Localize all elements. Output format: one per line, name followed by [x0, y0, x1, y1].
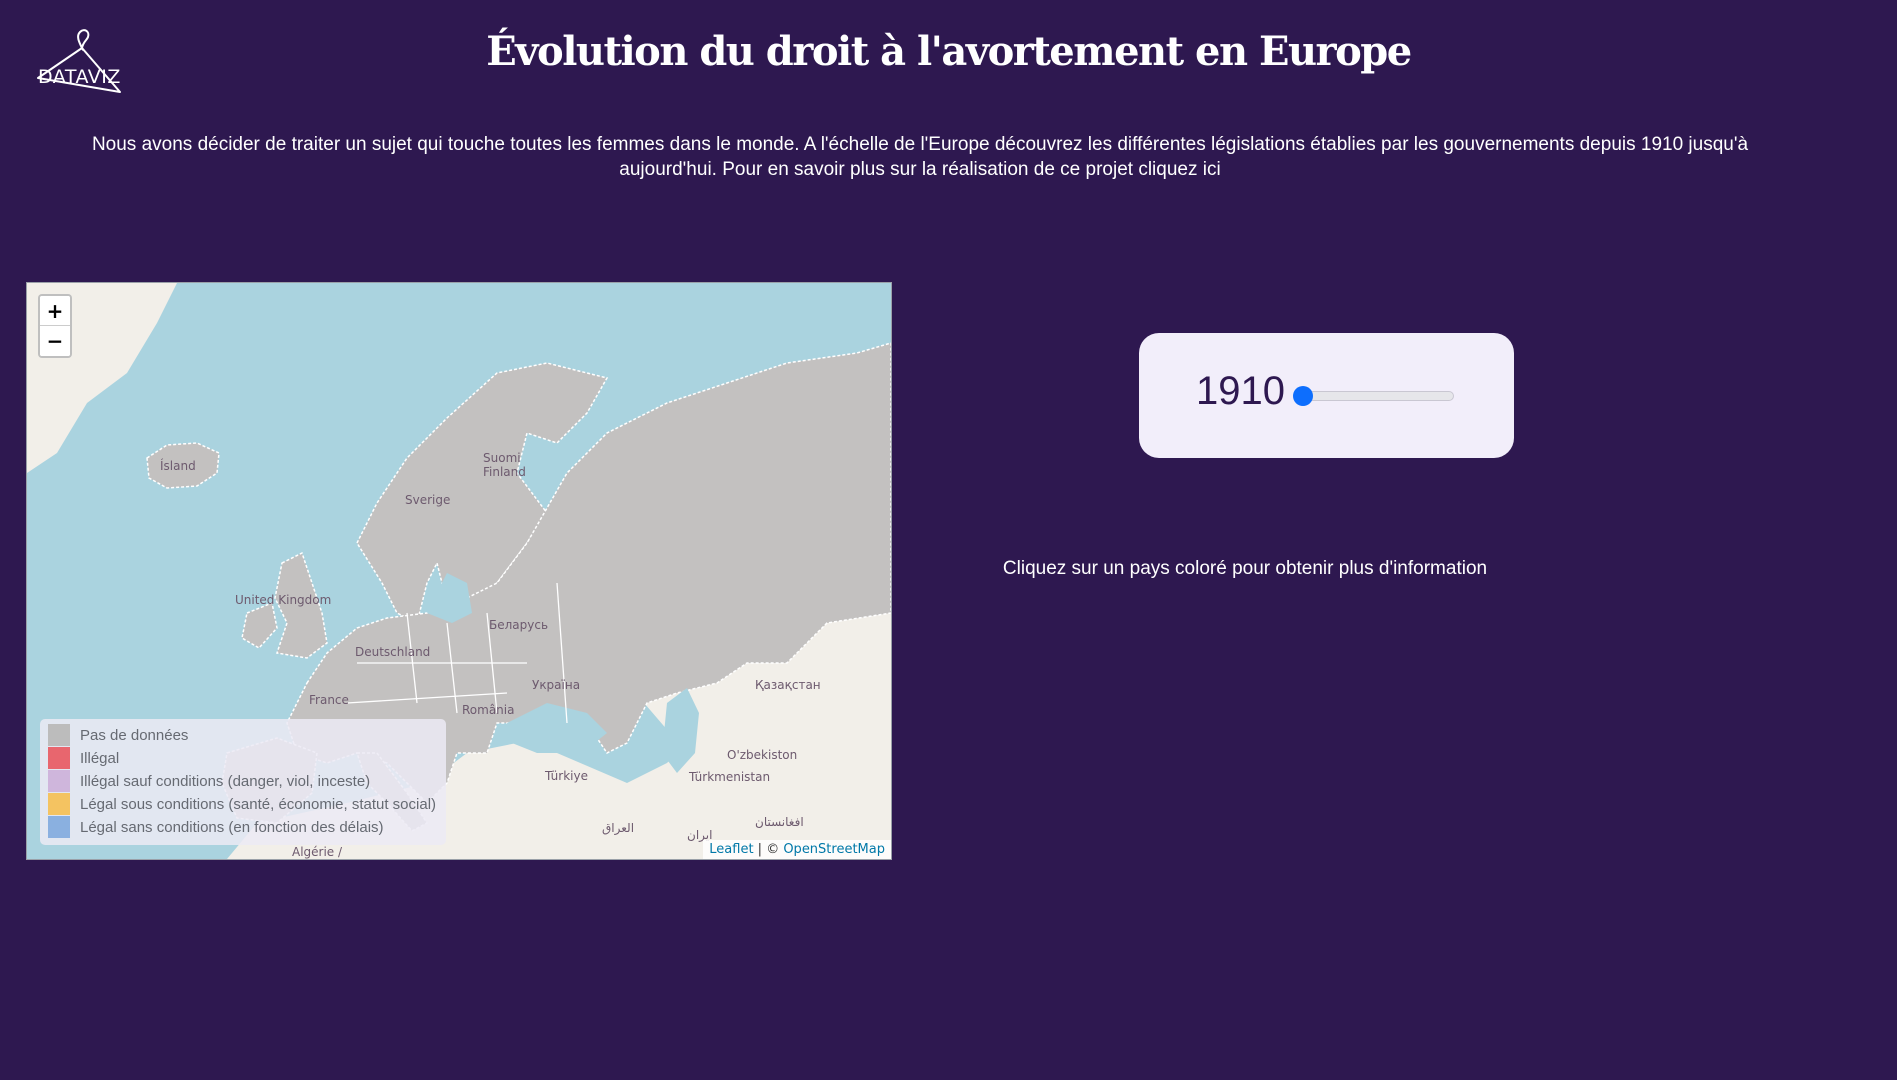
year-slider-track[interactable] — [1302, 391, 1454, 401]
map-label-sverige: Sverige — [405, 493, 451, 507]
map-label-finland: Finland — [483, 465, 526, 479]
map-label-deutschland: Deutschland — [355, 645, 431, 659]
legend-item: Pas de données — [48, 724, 188, 746]
year-slider-thumb[interactable] — [1293, 386, 1313, 406]
map-label-suomi: Suomi — [483, 451, 521, 465]
legend-label: Illégal sauf conditions (danger, viol, i… — [80, 772, 371, 790]
dataviz-logo[interactable]: DATAVIZ — [34, 28, 126, 94]
map-label-uk: United Kingdom — [235, 593, 332, 607]
map-label-iran: ایران — [687, 828, 713, 842]
map-label-algerie: Algérie / — [292, 845, 343, 859]
logo-text: DATAVIZ — [38, 66, 121, 88]
project-info-link[interactable]: cliquez ici — [1138, 159, 1221, 180]
map-label-romania: România — [462, 703, 515, 717]
map-label-ukraina: Україна — [532, 678, 581, 692]
map-label-iraq: العراق — [602, 821, 635, 835]
legend-swatch — [48, 724, 70, 746]
year-value: 1910 — [1196, 369, 1285, 413]
map-label-iceland: Ísland — [160, 459, 196, 473]
openstreetmap-link[interactable]: OpenStreetMap — [783, 842, 885, 857]
legend-label: Illégal — [80, 749, 120, 767]
legend-item: Illégal — [48, 747, 119, 769]
legend-swatch — [48, 770, 70, 792]
zoom-in-button[interactable]: + — [40, 296, 70, 326]
map-label-turkiye: Türkiye — [545, 769, 588, 783]
year-slider-card: 1910 — [1139, 333, 1514, 458]
legend-item: Illégal sauf conditions (danger, viol, i… — [48, 770, 370, 792]
legend-item: Légal sans conditions (en fonction des d… — [48, 816, 384, 838]
legend-swatch — [48, 747, 70, 769]
leaflet-link[interactable]: Leaflet — [709, 842, 754, 857]
hanger-icon — [37, 29, 121, 93]
zoom-control: + − — [38, 294, 72, 358]
attribution-separator: | © — [753, 842, 784, 857]
map-label-belarus: Беларусь — [489, 618, 549, 632]
map-legend: Pas de données Illégal Illégal sauf cond… — [40, 719, 446, 845]
legend-label: Légal sous conditions (santé, économie, … — [80, 795, 437, 813]
zoom-out-button[interactable]: − — [40, 326, 70, 356]
legend-label: Pas de données — [80, 726, 189, 744]
map-attribution: Leaflet | © OpenStreetMap — [703, 840, 891, 859]
intro-body: Nous avons décider de traiter un sujet q… — [91, 134, 1749, 180]
legend-swatch — [48, 793, 70, 815]
legend-swatch — [48, 816, 70, 838]
click-hint: Cliquez sur un pays coloré pour obtenir … — [1002, 558, 1488, 579]
legend-label: Légal sans conditions (en fonction des d… — [80, 818, 384, 836]
map-label-france: France — [309, 693, 349, 707]
europe-map[interactable]: Ísland Suomi Finland Sverige United King… — [26, 282, 892, 860]
intro-text: Nous avons décider de traiter un sujet q… — [60, 132, 1780, 182]
map-label-kazakhstan: Қазақстан — [755, 678, 821, 692]
legend-item: Légal sous conditions (santé, économie, … — [48, 793, 436, 815]
map-label-turkmenistan: Türkmenistan — [689, 770, 771, 784]
page-title: Évolution du droit à l'avortement en Eur… — [486, 28, 1412, 75]
map-label-uzbekistan: O'zbekiston — [727, 748, 798, 762]
map-label-afghanistan: افغانستان — [755, 815, 804, 829]
